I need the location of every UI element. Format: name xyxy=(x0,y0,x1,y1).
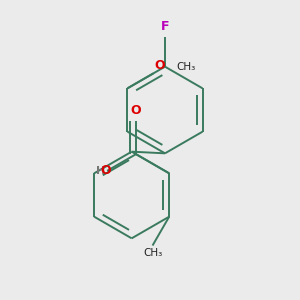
Text: O: O xyxy=(131,104,141,117)
Text: F: F xyxy=(161,20,169,33)
Text: H: H xyxy=(96,166,106,176)
Text: O: O xyxy=(154,59,165,72)
Text: O: O xyxy=(101,164,112,177)
Text: CH₃: CH₃ xyxy=(143,248,162,258)
Text: CH₃: CH₃ xyxy=(176,62,195,72)
